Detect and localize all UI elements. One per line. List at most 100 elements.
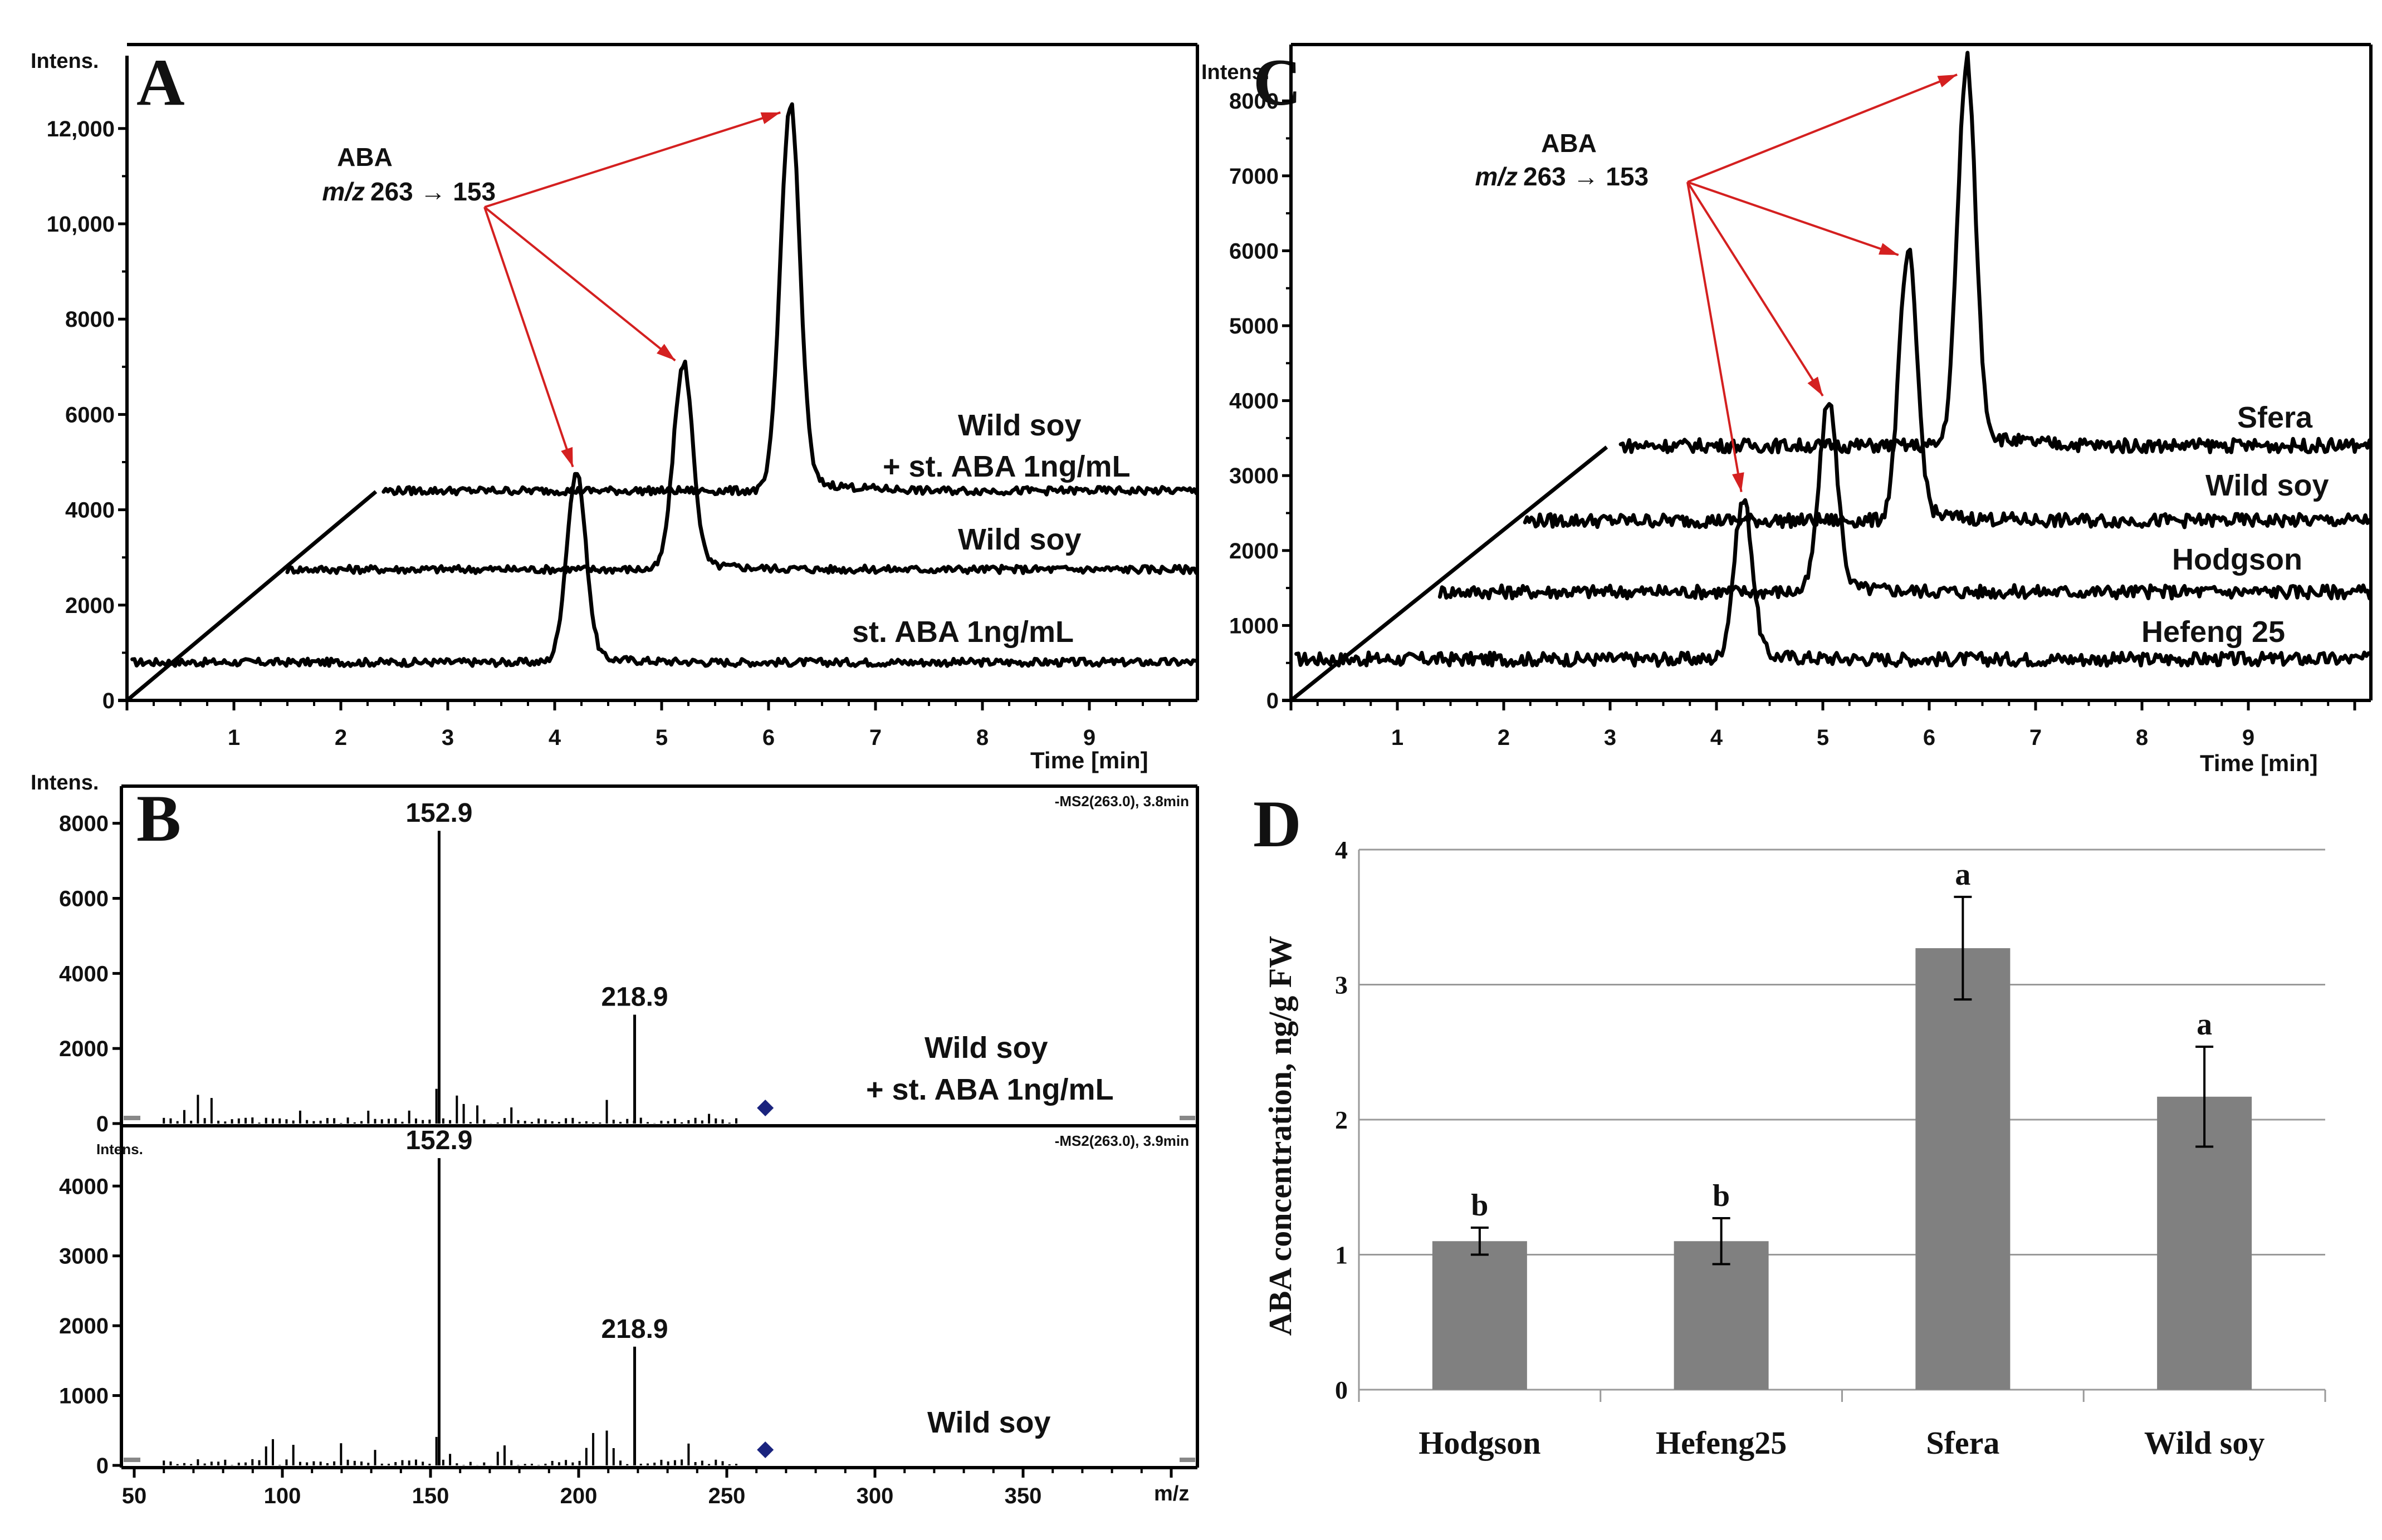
panel-b-ytick-label: 2000 xyxy=(59,1037,109,1061)
panel-d-ylabel: ABA concentration, ng/g FW xyxy=(1262,936,1298,1336)
panel-b-ytick-label: 0 xyxy=(96,1454,109,1478)
panel-b-precursor-marker-icon xyxy=(757,1100,774,1116)
panel-a-xtick-label: 8 xyxy=(976,725,989,750)
panel-a-arrow-2 xyxy=(484,111,781,208)
panel-c-arrow-2 xyxy=(1687,181,1899,256)
panel-d-significance-2: a xyxy=(1955,857,1970,892)
panel-b-xtick-label: 50 xyxy=(122,1484,147,1508)
panel-a-xtick-label: 3 xyxy=(442,725,454,750)
panel-b-ytick-label: 2000 xyxy=(59,1314,109,1338)
panel-a-letter: A xyxy=(136,45,185,119)
panel-d-ytick-label: 2 xyxy=(1335,1106,1348,1134)
panel-c-mz-prefix: m/z xyxy=(1475,162,1518,191)
panel-d-significance-3: a xyxy=(2197,1007,2212,1042)
panel-a-ytick-label: 12,000 xyxy=(47,117,115,141)
panel-b-upper-label-line1: Wild soy xyxy=(925,1031,1048,1065)
panel-c-trace-3 xyxy=(1618,51,2372,454)
panel-a-ytick-label: 10,000 xyxy=(47,212,115,237)
panel-b-xtick-label: 250 xyxy=(708,1484,746,1508)
panel-c-arrow-0 xyxy=(1686,182,1743,492)
panel-b-precursor-marker-icon xyxy=(757,1441,774,1458)
panel-b-ytick-label: 8000 xyxy=(59,812,109,836)
panel-d-bar-1 xyxy=(1674,1241,1769,1390)
panel-c-ylabel: Intens. xyxy=(1201,61,1269,84)
panel-a-xtick-label: 5 xyxy=(656,725,668,750)
panel-b-ytick-label: 1000 xyxy=(59,1384,109,1409)
svg-text:m/z: m/z xyxy=(322,177,365,206)
panel-d-bar-0 xyxy=(1432,1241,1527,1390)
panel-c-arrowhead-0 xyxy=(1732,472,1744,492)
panel-b-lower-ylabel: Intens. xyxy=(96,1141,143,1158)
svg-text:m/z: m/z xyxy=(1475,162,1518,191)
panel-c-arrowhead-2 xyxy=(1879,243,1899,255)
panel-a-arrow-0 xyxy=(483,207,574,468)
panel-c-ytick-label: 7000 xyxy=(1229,164,1279,189)
panel-d-category-label-2: Sfera xyxy=(1926,1425,1999,1461)
panel-b-lower-label: Wild soy xyxy=(927,1406,1051,1439)
panel-c-transition: 263 → 153 xyxy=(1523,162,1649,191)
panel-c-xtick-label: 8 xyxy=(2136,725,2148,750)
panel-c-ytick-label: 2000 xyxy=(1229,539,1279,563)
panel-b-ytick-label: 0 xyxy=(96,1112,109,1136)
panel-c-trace-2 xyxy=(1523,247,2372,529)
panel-c-series-3-label: Sfera xyxy=(2237,401,2313,434)
panel-c-xtick-label: 7 xyxy=(2029,725,2042,750)
panel-b-upper-header: -MS2(263.0), 3.8min xyxy=(1055,793,1189,810)
panel-c-series-1-label: Hodgson xyxy=(2172,543,2302,576)
panel-c-ytick-label: 8000 xyxy=(1229,89,1279,114)
panel-b-ylabel: Intens. xyxy=(31,771,99,794)
panel-c-xtick-label: 1 xyxy=(1391,725,1403,750)
panel-a-trace-1 xyxy=(285,359,1199,575)
panel-b-peak-label-0-0: 152.9 xyxy=(405,798,472,828)
panel-c-arrowhead-3 xyxy=(1937,75,1958,87)
panel-c-xlabel: Time [min] xyxy=(2200,750,2318,776)
panel-c-xtick-label: 3 xyxy=(1604,725,1616,750)
panel-a-ytick-label: 8000 xyxy=(65,307,115,332)
panel-a-chromatogram: Intens. A 0200040006000800010,00012,000 … xyxy=(31,43,1199,773)
panel-c-series-0-label: Hefeng 25 xyxy=(2141,615,2285,649)
panel-d-ytick-label: 3 xyxy=(1335,971,1348,999)
panel-b-ytick-label: 4000 xyxy=(59,1174,109,1199)
panel-c-arrowhead-1 xyxy=(1807,376,1823,396)
panel-b-ytick-label: 3000 xyxy=(59,1244,109,1269)
panel-d-ytick-label: 1 xyxy=(1335,1241,1348,1269)
panel-c-ytick-label: 0 xyxy=(1266,689,1279,713)
panel-b-xtick-label: 100 xyxy=(264,1484,301,1508)
panel-c-chromatogram: Intens. C 0 1000 2000 3000 4000 5000 6000 7000 8… xyxy=(1201,43,2373,776)
panel-a-annotation-title: ABA xyxy=(337,143,393,171)
panel-c-letter: C xyxy=(1253,45,1302,119)
panel-d-significance-1: b xyxy=(1713,1179,1730,1213)
panel-b-upper-label-line2: + st. ABA 1ng/mL xyxy=(866,1073,1114,1106)
panel-d-significance-0: b xyxy=(1471,1188,1488,1223)
panel-d-bar-chart: D 0 1 2 3 4 b Hodgson b Hefeng25 a Sfera a Wild soy… xyxy=(1253,787,2326,1461)
panel-d-ytick-label: 4 xyxy=(1335,836,1348,864)
panel-a-ytick-label: 0 xyxy=(102,689,115,713)
panel-c-ytick-label: 6000 xyxy=(1229,239,1279,263)
panel-a-xtick-label: 6 xyxy=(762,725,775,750)
panel-a-series-2-label-line1: Wild soy xyxy=(958,409,1082,442)
panel-c-ytick-label: 1000 xyxy=(1229,614,1279,638)
panel-a-ytick-label: 4000 xyxy=(65,498,115,523)
panel-c-series-2-label: Wild soy xyxy=(2205,469,2329,502)
panel-c-annotation-title: ABA xyxy=(1541,129,1597,158)
panel-b-ytick-label: 6000 xyxy=(59,887,109,911)
panel-a-xtick-label: 9 xyxy=(1083,725,1095,750)
panel-d-ytick-label: 0 xyxy=(1335,1376,1348,1404)
panel-b-lower-header: -MS2(263.0), 3.9min xyxy=(1055,1132,1189,1149)
panel-a-xtick-label: 2 xyxy=(335,725,347,750)
panel-c-trace-0 xyxy=(1294,498,2371,668)
panel-b-peak-label-0-1: 218.9 xyxy=(601,983,668,1012)
panel-a-series-1-label: Wild soy xyxy=(958,523,1082,556)
panel-c-xtick-label: 2 xyxy=(1498,725,1510,750)
panel-a-xtick-label: 1 xyxy=(228,725,240,750)
panel-c-xtick-label: 6 xyxy=(1923,725,1935,750)
panel-d-category-label-1: Hefeng25 xyxy=(1656,1425,1787,1461)
panel-c-xtick-label: 5 xyxy=(1817,725,1829,750)
panel-c-ytick-label: 3000 xyxy=(1229,464,1279,488)
panel-c-xtick-label: 9 xyxy=(2242,725,2254,750)
panel-a-arrowhead-0 xyxy=(561,447,573,467)
panel-c-trace-1 xyxy=(1437,402,2372,601)
panel-a-ytick-label: 6000 xyxy=(65,403,115,427)
panel-a-series-2-label-line2: + st. ABA 1ng/mL xyxy=(883,450,1131,483)
